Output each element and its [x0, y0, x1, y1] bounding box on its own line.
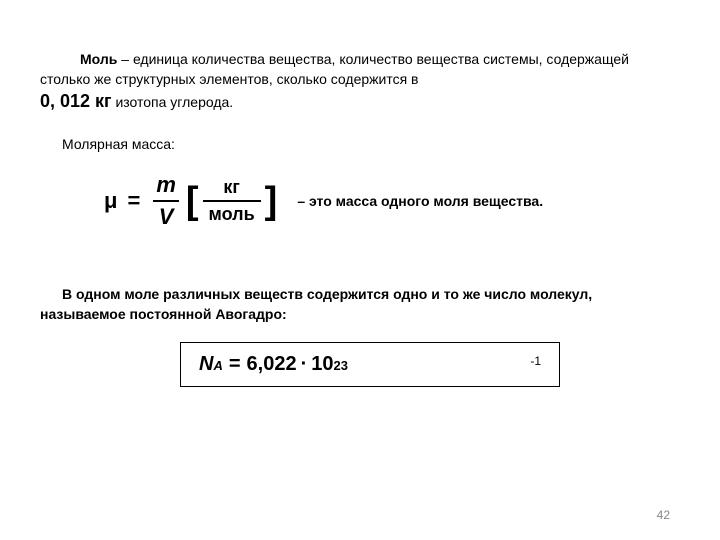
exponent-23: 23 — [334, 358, 348, 373]
units-fraction: кг моль — [203, 177, 261, 225]
right-bracket: ] — [265, 172, 278, 230]
left-bracket: [ — [186, 172, 199, 230]
numerator-m: m — [150, 172, 182, 200]
avogadro-paragraph: В одном моле различных веществ содержитс… — [40, 285, 680, 324]
equals: = — [223, 353, 247, 376]
mole-term: Моль — [80, 51, 117, 67]
molar-mass-description: – это масса одного моля вещества. — [297, 193, 543, 209]
unit-inverse: -1 — [530, 354, 541, 376]
inverse-exponent: -1 — [530, 354, 541, 368]
mass-value: 0, 012 кг — [40, 91, 112, 111]
mass-volume-fraction: m V — [150, 172, 182, 230]
avogadro-box: NA = 6,022 · 1023 -1 — [180, 342, 560, 387]
equals-sign: = — [121, 188, 146, 214]
multiply-dot: · — [297, 353, 312, 376]
mu-symbol: μ — [100, 188, 121, 214]
avogadro-formula: NA = 6,022 · 1023 — [199, 353, 348, 376]
molar-mass-formula-row: μ = m V [ кг моль ] – это масса одного м… — [100, 172, 680, 230]
carbon-mass-line: 0, 012 кг изотопа углерода. — [40, 91, 680, 112]
molar-mass-label: Молярная масса: — [62, 136, 680, 152]
definition-text: – единица количества вещества, количеств… — [40, 51, 629, 87]
molar-mass-formula: μ = m V [ кг моль ] — [100, 172, 277, 230]
definition-paragraph: Моль – единица количества вещества, коли… — [40, 50, 680, 89]
denominator-v: V — [153, 200, 180, 230]
N-symbol: N — [199, 353, 213, 376]
unit-kg: кг — [217, 177, 246, 200]
page-number: 42 — [657, 508, 670, 522]
base-ten: 10 — [311, 353, 333, 376]
A-subscript: A — [213, 358, 222, 373]
avogadro-value: 6,022 — [247, 353, 297, 376]
unit-mol: моль — [203, 200, 261, 225]
isotope-text: изотопа углерода. — [112, 94, 234, 110]
